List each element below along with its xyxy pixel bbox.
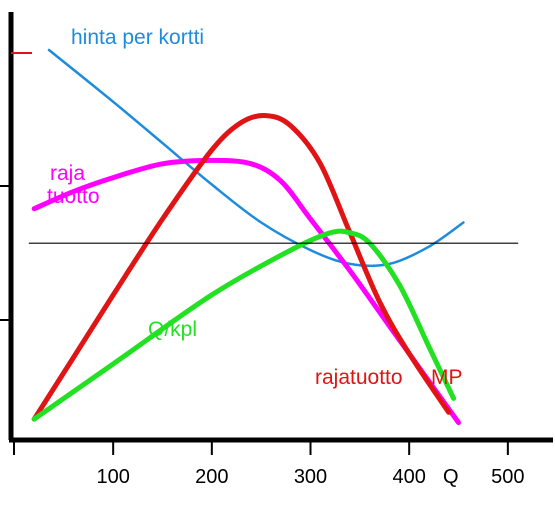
series-layer [28, 48, 519, 426]
x-tick-label-300: 300 [294, 466, 327, 488]
x-tick-label-400: 400 [392, 466, 425, 488]
series-line-q-kpl [31, 228, 457, 422]
axes [0, 12, 553, 443]
series-line-rajatuotto-mp [31, 112, 452, 422]
x-tick-layer: 100 200 300 400 500 [13, 440, 525, 488]
x-tick-label-500: 500 [491, 466, 524, 488]
x-axis-label: Q [443, 466, 459, 488]
x-tick-label-200: 200 [195, 466, 228, 488]
label-raja: raja [50, 162, 85, 185]
label-rajatuotto: rajatuotto [315, 366, 403, 389]
label-hinta-per-kortti: hinta per kortti [71, 26, 204, 49]
annotations: hinta per kortti raja tuotto Q/kpl rajat… [47, 26, 463, 488]
series-line-hinta-per-kortti [47, 48, 465, 268]
x-tick-label-100: 100 [96, 466, 129, 488]
label-tuotto: tuotto [47, 185, 100, 208]
label-q-kpl: Q/kpl [148, 318, 197, 341]
label-mp: MP [431, 366, 463, 389]
